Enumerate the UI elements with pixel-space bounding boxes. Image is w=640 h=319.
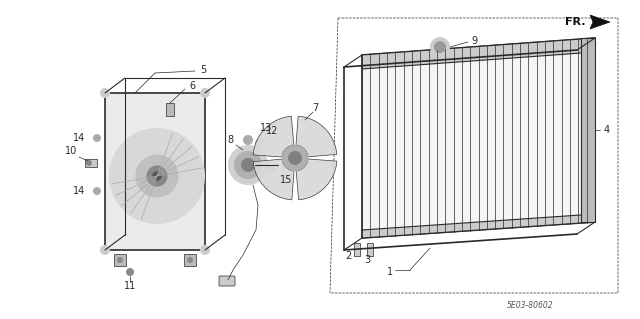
Circle shape [136,154,179,197]
Circle shape [152,171,162,181]
Text: 11: 11 [124,281,136,291]
Polygon shape [114,254,126,266]
Text: 5: 5 [200,65,206,75]
Text: 1: 1 [387,267,393,277]
Circle shape [243,135,253,145]
Circle shape [430,37,450,57]
Ellipse shape [264,166,276,174]
Text: 14: 14 [73,186,85,196]
Circle shape [200,88,210,98]
Text: 13: 13 [260,123,272,133]
Text: 15: 15 [280,175,292,185]
Polygon shape [166,103,174,116]
Text: 12: 12 [266,126,278,136]
Polygon shape [253,116,294,157]
Circle shape [100,88,110,98]
Circle shape [117,257,123,263]
Text: 8: 8 [227,135,233,145]
Polygon shape [85,159,97,167]
Circle shape [93,134,101,142]
Text: 2: 2 [345,251,351,261]
Circle shape [100,245,110,255]
Circle shape [93,187,101,195]
Polygon shape [354,243,360,256]
Text: 6: 6 [189,81,195,91]
Polygon shape [367,243,373,256]
Text: 10: 10 [65,146,77,156]
Circle shape [255,138,265,148]
Circle shape [109,128,205,224]
Circle shape [234,151,262,179]
Text: 5E03-80602: 5E03-80602 [507,300,554,309]
Polygon shape [296,159,337,200]
Polygon shape [362,38,595,69]
Circle shape [187,257,193,263]
Text: 9: 9 [471,36,477,46]
FancyBboxPatch shape [219,276,235,286]
Circle shape [200,245,210,255]
Text: 3: 3 [364,255,370,265]
Text: 7: 7 [312,103,318,113]
Text: 4: 4 [604,125,610,135]
Polygon shape [105,93,205,250]
Polygon shape [253,159,294,200]
Polygon shape [362,214,595,238]
Text: 14: 14 [73,133,85,143]
Circle shape [228,145,268,185]
Circle shape [126,268,134,276]
Circle shape [241,158,255,172]
Polygon shape [362,38,595,238]
Circle shape [86,160,92,166]
Circle shape [147,166,168,187]
Circle shape [282,145,308,171]
Polygon shape [590,15,610,29]
Polygon shape [296,116,337,157]
Circle shape [434,41,446,53]
Text: FR.: FR. [566,17,586,27]
Circle shape [288,151,302,165]
Polygon shape [184,254,196,266]
Polygon shape [581,38,595,222]
